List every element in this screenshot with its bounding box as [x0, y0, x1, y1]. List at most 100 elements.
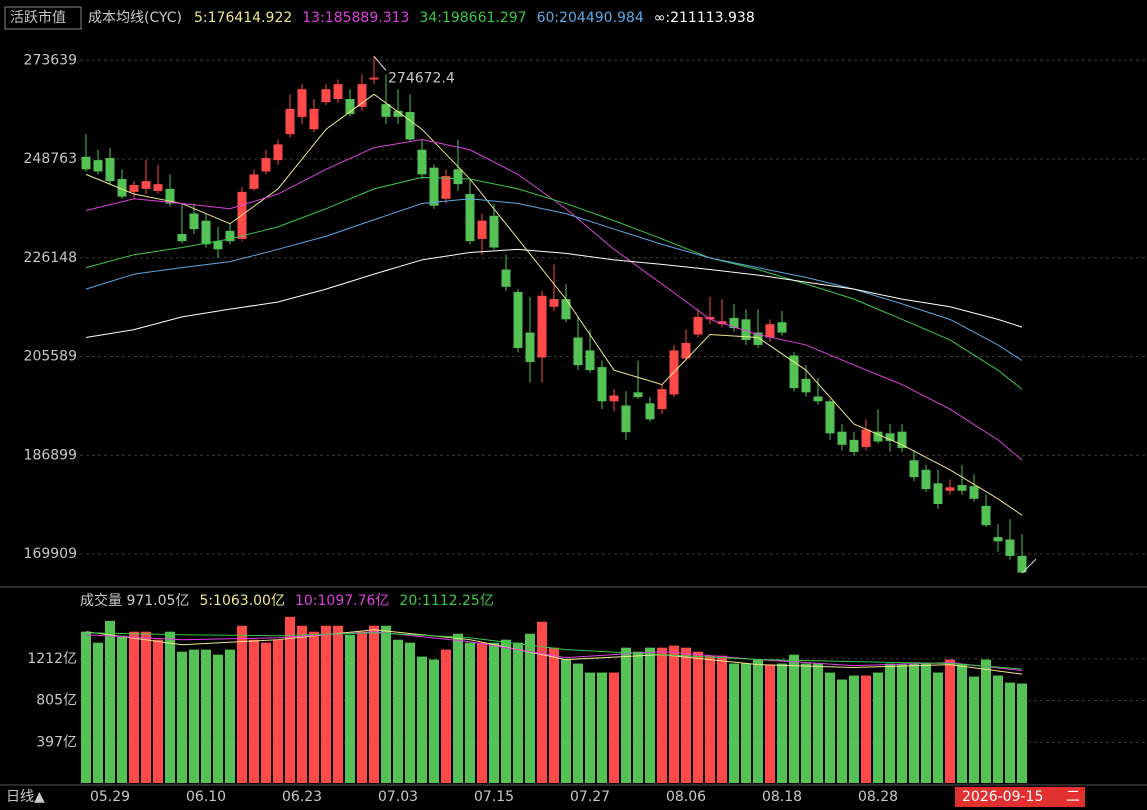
candle-body — [297, 89, 307, 117]
ma-line — [85, 198, 1023, 361]
candle-body — [201, 220, 211, 245]
candle-body — [873, 431, 883, 442]
candle-body — [585, 350, 595, 371]
volume-bar — [477, 642, 487, 783]
candle-body — [177, 233, 187, 242]
candle-body — [573, 337, 583, 366]
candle-body — [261, 158, 271, 172]
candle-body — [753, 332, 763, 345]
y-tick-label: 397亿 — [36, 734, 77, 750]
legend-entry: 5:176414.922 — [194, 10, 292, 26]
min-pointer — [1021, 558, 1037, 574]
volume-bar — [861, 675, 871, 783]
volume-bar — [621, 647, 631, 783]
candle-body — [837, 431, 847, 445]
candle-body — [501, 269, 511, 287]
volume-bar — [561, 659, 571, 783]
candle-body — [105, 158, 115, 182]
volume-bar — [141, 631, 151, 783]
x-tick-label: 08.18 — [762, 789, 802, 805]
volume-bar — [897, 664, 907, 783]
candle-body — [729, 317, 739, 329]
ma-line — [85, 248, 1023, 338]
candle-body — [885, 433, 895, 441]
volume-bar — [381, 625, 391, 783]
volume-bar — [717, 655, 727, 783]
volume-ma-line — [85, 632, 1023, 670]
legend-entry: ∞:211113.938 — [654, 10, 755, 26]
candle-body — [561, 299, 571, 320]
volume-bar — [309, 631, 319, 783]
candle-body — [309, 108, 319, 130]
candle-body — [93, 160, 103, 172]
volume-bar — [513, 642, 523, 783]
volume-bar — [129, 631, 139, 783]
volume-bar — [813, 663, 823, 783]
candle-body — [981, 505, 991, 526]
candle-body — [813, 396, 823, 402]
y-tick-label: 186899 — [24, 447, 77, 463]
volume-bar — [165, 631, 175, 783]
volume-bar — [789, 654, 799, 783]
volume-bar — [357, 631, 367, 783]
candle-body — [825, 401, 835, 434]
volume-bar — [777, 663, 787, 783]
x-tick-label: 05.29 — [90, 789, 130, 805]
candle-body — [189, 213, 199, 230]
volume-bar — [417, 656, 427, 783]
volume-bar — [225, 649, 235, 783]
y-tick-label: 273639 — [24, 52, 77, 68]
volume-bar — [153, 639, 163, 783]
x-tick-label: 06.23 — [282, 789, 322, 805]
candle-body — [441, 176, 451, 199]
cursor-date: 2026-09-15 — [962, 789, 1043, 805]
candle-body — [909, 460, 919, 478]
volume-bar — [429, 659, 439, 783]
candle-body — [465, 194, 475, 242]
volume-bar — [465, 642, 475, 783]
ma-line — [85, 93, 1023, 516]
y-tick-label: 805亿 — [36, 693, 77, 709]
candle-body — [645, 403, 655, 420]
volume-bar — [273, 639, 283, 783]
volume-bar — [909, 663, 919, 783]
volume-bar — [345, 634, 355, 783]
volume-bar — [369, 625, 379, 783]
candle-body — [165, 188, 175, 204]
volume-bar — [957, 664, 967, 783]
x-tick-label: 07.15 — [474, 789, 514, 805]
candle-body — [381, 104, 391, 117]
volume-bar — [729, 663, 739, 783]
candle-body — [81, 156, 91, 170]
candle-body — [333, 84, 343, 100]
volume-bar — [873, 672, 883, 783]
cursor-weekday: 二 — [1066, 789, 1080, 805]
candle-body — [477, 220, 487, 239]
volume-ma-line — [85, 631, 1023, 672]
volume-bar — [741, 663, 751, 783]
volume-bar — [453, 633, 463, 783]
x-tick-label: 08.06 — [666, 789, 706, 805]
legend-entry: 5:1063.00亿 — [199, 593, 285, 609]
candle-body — [285, 108, 295, 135]
chart-subtitle: 成本均线(CYC) — [88, 10, 182, 26]
volume-bar — [921, 663, 931, 783]
candle-body — [609, 395, 619, 402]
candle-body — [633, 392, 643, 398]
volume-bar — [261, 642, 271, 783]
candle-body — [801, 378, 811, 393]
candle-body — [741, 319, 751, 340]
y-tick-label: 205589 — [24, 349, 77, 365]
volume-bar — [405, 642, 415, 783]
volume-bar — [189, 649, 199, 783]
y-tick-label: 248763 — [24, 151, 77, 167]
volume-bar — [669, 645, 679, 783]
volume-bar — [969, 676, 979, 783]
candle-body — [789, 355, 799, 389]
volume-bar — [441, 649, 451, 783]
candle-body — [945, 487, 955, 491]
period-label[interactable]: 日线▲ — [6, 789, 45, 805]
candle-body — [129, 185, 139, 192]
max-pointer — [373, 56, 387, 71]
